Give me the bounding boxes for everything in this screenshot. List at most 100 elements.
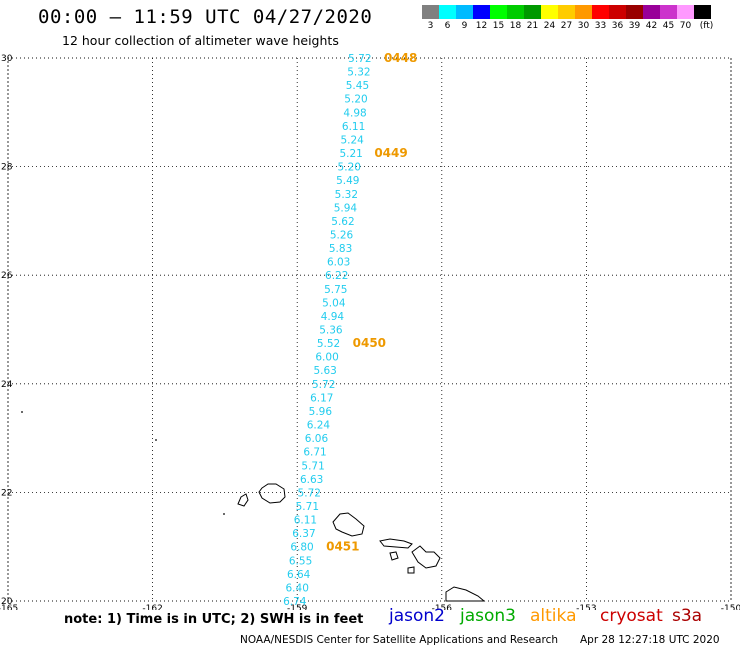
wave-height-label: 5.62	[331, 216, 354, 228]
legend-swatch	[507, 5, 524, 19]
lon-tick-label: -159	[287, 604, 308, 610]
wave-height-label: 6.11	[342, 121, 365, 133]
pass-time-label: 0450	[353, 336, 386, 350]
wave-height-label: 4.98	[343, 107, 366, 119]
island-oahu	[332, 512, 365, 537]
wave-height-label: 6.40	[286, 582, 309, 594]
wave-height-label: 5.83	[329, 243, 352, 255]
island-hawaii	[445, 586, 486, 602]
legend-swatch	[592, 5, 609, 19]
legend-swatch	[524, 5, 541, 19]
wave-height-label: 6.24	[307, 420, 331, 432]
wave-height-label: 5.26	[330, 229, 354, 241]
legend-swatch	[660, 5, 677, 19]
satellite-name: jason3	[460, 606, 516, 626]
wave-height-label: 5.49	[336, 175, 359, 187]
lon-tick-label: -156	[432, 604, 453, 610]
legend-label: 39	[628, 21, 641, 31]
map-frame	[7, 57, 732, 602]
lon-tick-label: -153	[576, 604, 596, 610]
wave-height-label: 5.36	[319, 325, 343, 337]
wave-height-label: 6.55	[289, 555, 312, 567]
legend-label: 30	[577, 21, 590, 31]
legend-label: 6	[444, 21, 451, 31]
wave-height-label: 5.32	[347, 67, 370, 79]
altimeter-map: 30 28 26 24 22 20-165 -162 -159 -156 -153 -150 5.7…	[0, 51, 740, 610]
legend-swatch	[694, 5, 711, 19]
legend-label: (ft)	[699, 21, 714, 31]
legend-labels: 3 6 9 12 15 18 21 24 27 30 33 36 39 42 45 70 (ft)	[422, 19, 714, 31]
wave-height-label: 6.17	[310, 392, 333, 404]
legend-label: 12	[475, 21, 488, 31]
page-subtitle: 12 hour collection of altimeter wave hei…	[62, 33, 339, 48]
wave-height-label: 5.75	[324, 284, 347, 296]
footer-credit: NOAA/NESDIS Center for Satellite Applica…	[240, 634, 558, 646]
lon-tick-label: -162	[142, 604, 162, 610]
island-kahoolawe	[407, 566, 415, 574]
legend-swatch	[626, 5, 643, 19]
legend-label: 24	[543, 21, 556, 31]
legend-swatch	[473, 5, 490, 19]
wave-height-label: 6.22	[325, 270, 348, 282]
wave-height-labels: 5.725.325.455.204.986.115.245.215.205.49…	[283, 53, 371, 608]
legend-swatch	[575, 5, 592, 19]
satellite-name: altika	[530, 606, 577, 626]
wave-height-label: 5.45	[346, 80, 369, 92]
islet-west	[21, 411, 23, 413]
legend-label: 27	[560, 21, 573, 31]
wave-height-label: 6.11	[294, 515, 317, 527]
wave-height-label: 6.80	[290, 542, 313, 554]
map-grid: 30 28 26 24 22 20-165 -162 -159 -156 -153 -150	[0, 54, 740, 610]
wave-height-label: 5.94	[334, 202, 358, 214]
pass-time-label: 0449	[374, 146, 407, 160]
island-kauai	[258, 483, 286, 504]
legend-label: 15	[492, 21, 505, 31]
wave-height-label: 6.37	[292, 528, 315, 540]
color-legend: 3 6 9 12 15 18 21 24 27 30 33 36 39 42 45 70 (ft)	[422, 5, 714, 31]
wave-height-label: 6.06	[305, 433, 329, 445]
island-lanai	[389, 551, 399, 561]
lat-tick-label: 24	[1, 380, 13, 390]
lat-tick-label: 30	[1, 54, 13, 64]
legend-swatch	[677, 5, 694, 19]
wave-height-label: 5.24	[340, 134, 364, 146]
islet-lehua	[223, 513, 225, 515]
wave-height-label: 6.64	[287, 569, 311, 581]
units-note: note: 1) Time is in UTC; 2) SWH is in fe…	[64, 612, 364, 627]
hawaiian-islands	[21, 411, 486, 602]
legend-label: 9	[461, 21, 468, 31]
footer-timestamp: Apr 28 12:27:18 UTC 2020	[580, 634, 720, 646]
wave-height-label: 6.03	[327, 257, 350, 269]
wave-height-label: 5.20	[338, 162, 361, 174]
wave-height-label: 5.71	[301, 460, 324, 472]
wave-height-label: 5.21	[339, 148, 362, 160]
islet-nihoa	[155, 439, 157, 441]
page-title: 00:00 – 11:59 UTC 04/27/2020	[38, 6, 373, 28]
legend-label: 36	[611, 21, 624, 31]
island-maui	[411, 545, 441, 569]
legend-label: 3	[427, 21, 434, 31]
wave-height-label: 5.04	[322, 297, 346, 309]
pass-time-labels: 0448 0449 0450 0451	[326, 51, 417, 554]
legend-label: 33	[594, 21, 607, 31]
wave-height-label: 4.94	[321, 311, 345, 323]
legend-swatches	[422, 5, 711, 19]
wave-height-label: 6.71	[303, 447, 326, 459]
lon-tick-label: -165	[0, 604, 18, 610]
wave-height-label: 6.74	[283, 596, 307, 608]
wave-height-label: 6.63	[300, 474, 323, 486]
wave-height-label: 6.00	[315, 352, 338, 364]
wave-height-label: 5.32	[335, 189, 358, 201]
pass-time-label: 0451	[326, 540, 359, 554]
satellite-name: jason2	[389, 606, 445, 626]
legend-swatch	[643, 5, 660, 19]
wave-height-label: 5.72	[348, 53, 371, 65]
legend-swatch	[422, 5, 439, 19]
legend-swatch	[490, 5, 507, 19]
wave-height-label: 5.63	[313, 365, 336, 377]
wave-height-label: 5.96	[309, 406, 333, 418]
lat-tick-label: 28	[1, 163, 13, 173]
wave-height-label: 5.71	[296, 501, 319, 513]
legend-swatch	[439, 5, 456, 19]
island-molokai	[379, 538, 413, 549]
